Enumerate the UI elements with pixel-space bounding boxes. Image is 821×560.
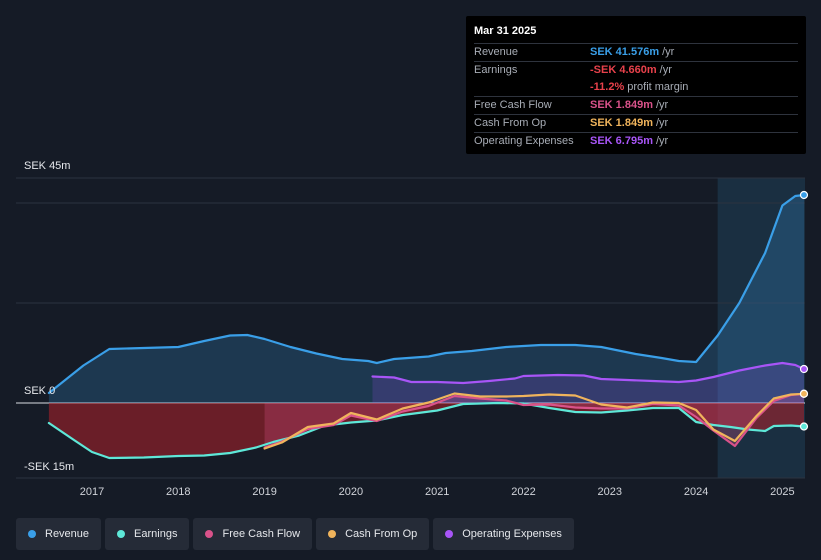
legend-item[interactable]: Revenue <box>16 518 102 550</box>
tooltip-row: Earnings -SEK 4.660m/yr <box>474 61 798 79</box>
tooltip-row-label: Earnings <box>474 64 518 76</box>
tooltip-row-label: Revenue <box>474 46 519 58</box>
legend-label: Free Cash Flow <box>222 528 301 540</box>
x-tick-label: 2024 <box>684 486 708 498</box>
x-tick-label: 2021 <box>425 486 449 498</box>
x-tick-label: 2018 <box>166 486 190 498</box>
legend-label: Operating Expenses <box>462 528 562 540</box>
tooltip-row-value: -SEK 4.660m <box>590 64 657 76</box>
y-tick-label: SEK 0 <box>24 385 55 397</box>
legend-item[interactable]: Free Cash Flow <box>193 518 313 550</box>
series-area <box>48 195 804 403</box>
series-line <box>263 392 806 449</box>
series-end-point <box>799 422 809 431</box>
tooltip-row-unit: /yr <box>655 135 669 147</box>
series-line <box>371 361 806 385</box>
x-tick-label: 2025 <box>770 486 794 498</box>
series-end-point <box>799 190 809 200</box>
tooltip: Mar 31 2025 Revenue SEK 41.576m/yr Earning… <box>466 16 806 154</box>
y-tick-label: SEK 45m <box>24 160 70 172</box>
legend-dot-icon <box>445 530 454 538</box>
legend-label: Cash From Op <box>345 528 418 540</box>
tooltip-row-unit: /yr <box>655 117 669 129</box>
tooltip-row-value: SEK 1.849m <box>590 99 653 111</box>
tooltip-row-label <box>474 79 590 96</box>
legend-item[interactable]: Cash From Op <box>316 518 430 550</box>
tooltip-row: Revenue SEK 41.576m/yr <box>474 43 798 61</box>
legend-item[interactable]: Operating Expenses <box>433 518 574 550</box>
tooltip-row-label: Operating Expenses <box>474 135 574 147</box>
tooltip-row-label: Cash From Op <box>474 117 547 129</box>
legend-dot-icon <box>328 530 337 538</box>
tooltip-row-label: Free Cash Flow <box>474 99 552 111</box>
tooltip-rows: Revenue SEK 41.576m/yr Earnings -SEK 4.660m… <box>474 43 798 150</box>
series-end-point <box>799 389 809 398</box>
series-line <box>47 193 806 395</box>
legend-item[interactable]: Earnings <box>105 518 190 550</box>
tooltip-row: Free Cash Flow SEK 1.849m/yr <box>474 96 798 114</box>
tooltip-row-value: SEK 41.576m <box>590 46 660 58</box>
tooltip-row-unit: profit margin <box>627 81 689 93</box>
tooltip-date: Mar 31 2025 <box>474 25 537 37</box>
tooltip-row: Cash From Op SEK 1.849m/yr <box>474 114 798 132</box>
tooltip-row-unit: /yr <box>662 46 675 58</box>
x-tick-label: 2017 <box>80 486 104 498</box>
series-line <box>47 401 806 460</box>
series-area <box>48 403 804 458</box>
tooltip-row-value: SEK 1.849m <box>590 117 653 129</box>
legend: Revenue Earnings Free Cash Flow Cash From O… <box>16 518 574 550</box>
legend-dot-icon <box>28 530 36 538</box>
tooltip-row-unit: /yr <box>655 99 669 111</box>
tooltip-row: -11.2% profit margin <box>474 79 798 96</box>
tooltip-row: Operating Expenses SEK 6.795m/yr <box>474 132 798 150</box>
legend-label: Revenue <box>45 528 90 540</box>
tooltip-row-value: SEK 6.795m <box>590 135 653 147</box>
x-tick-label: 2022 <box>511 486 535 498</box>
tooltip-row-unit: /yr <box>659 64 672 76</box>
x-tick-label: 2019 <box>252 486 276 498</box>
series-end-point <box>799 364 809 374</box>
tooltip-row-value: -11.2% <box>590 81 625 93</box>
legend-label: Earnings <box>134 528 178 540</box>
y-tick-label: -SEK 15m <box>24 461 74 473</box>
series-area <box>264 393 805 448</box>
x-tick-label: 2023 <box>598 486 622 498</box>
series-area <box>372 363 804 403</box>
series-line <box>263 392 806 450</box>
x-tick-label: 2020 <box>339 486 363 498</box>
legend-dot-icon <box>117 530 126 538</box>
legend-dot-icon <box>205 530 214 538</box>
